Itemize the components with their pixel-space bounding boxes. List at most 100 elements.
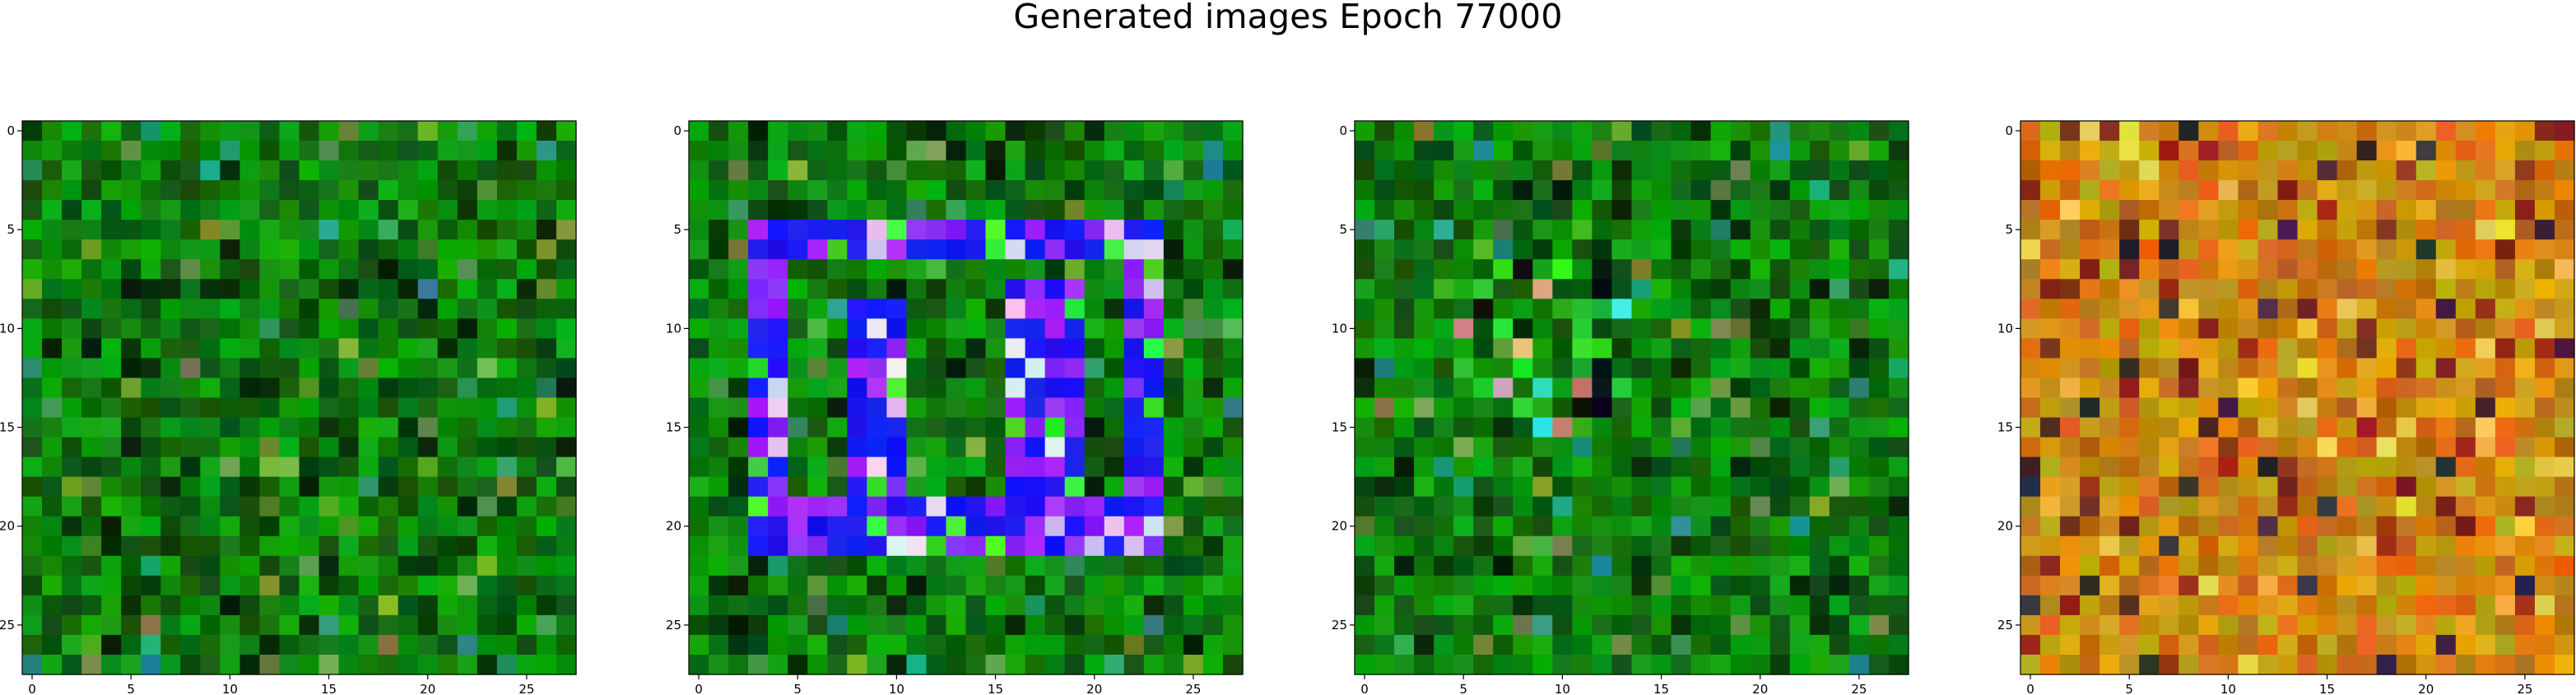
pixel-cell [926, 556, 946, 577]
pixel-cell [966, 239, 987, 260]
pixel-cell [886, 299, 907, 319]
pixel-cell [339, 318, 360, 339]
pixel-cell [1223, 398, 1244, 419]
pixel-cell [2476, 477, 2496, 498]
pixel-cell [1203, 477, 1224, 498]
pixel-cell [458, 141, 478, 161]
pixel-cell [1611, 497, 1632, 517]
pixel-cell [200, 438, 221, 458]
pixel-cell [1104, 279, 1125, 299]
pixel-cell [1810, 180, 1830, 201]
pixel-cell [200, 477, 221, 498]
pixel-cell [847, 655, 867, 675]
pixel-cell [398, 259, 419, 280]
pixel-cell [966, 378, 987, 398]
pixel-cell [2397, 259, 2417, 280]
pixel-cell [906, 338, 927, 359]
pixel-cell [42, 358, 63, 378]
pixel-cell [2178, 418, 2199, 438]
pixel-cell [537, 279, 557, 299]
pixel-cell [1493, 239, 1514, 260]
pixel-cell [2416, 200, 2437, 220]
pixel-cell [926, 576, 946, 596]
pixel-cell [768, 121, 788, 141]
pixel-cell [2020, 279, 2041, 299]
pixel-cell [2020, 457, 2041, 478]
pixel-cell [2277, 536, 2298, 557]
pixel-cell [2298, 180, 2318, 201]
pixel-cell [2555, 141, 2575, 161]
pixel-cell [2515, 517, 2536, 537]
pixel-cell [220, 595, 240, 616]
pixel-cell [1085, 318, 1105, 339]
pixel-cell [1085, 497, 1105, 517]
pixel-cell [2099, 398, 2120, 419]
pixel-cell [1869, 418, 1890, 438]
pixel-cell [1223, 556, 1244, 577]
pixel-cell [239, 121, 260, 141]
pixel-cell [2456, 239, 2476, 260]
pixel-cell [537, 121, 557, 141]
pixel-cell [867, 556, 887, 577]
pixel-cell [1592, 477, 1612, 498]
pixel-cell [537, 398, 557, 419]
pixel-cell [1045, 180, 1066, 201]
pixel-cell [847, 398, 867, 419]
pixel-cell [1065, 438, 1086, 458]
pixel-cell [847, 141, 867, 161]
pixel-cell [1183, 239, 1204, 260]
pixel-cell [1434, 160, 1454, 181]
pixel-cell [2298, 457, 2318, 478]
pixel-cell [2040, 517, 2061, 537]
pixel-cell [1434, 556, 1454, 577]
pixel-cell [62, 438, 82, 458]
pixel-cell [1183, 141, 1204, 161]
pixel-cell [1611, 457, 1632, 478]
pixel-cell [1355, 497, 1375, 517]
pixel-cell [847, 477, 867, 498]
pixel-cell [121, 121, 142, 141]
pixel-cell [1672, 556, 1692, 577]
pixel-cell [517, 180, 537, 201]
pixel-cell [1223, 200, 1244, 220]
pixel-cell [1532, 418, 1553, 438]
pixel-cell [768, 378, 788, 398]
pixel-cell [1632, 497, 1653, 517]
pixel-cell [398, 239, 419, 260]
pixel-cell [2555, 595, 2575, 616]
pixel-cell [1493, 180, 1514, 201]
pixel-cell [1652, 517, 1672, 537]
pixel-cell [2139, 398, 2160, 419]
pixel-cell [886, 576, 907, 596]
pixel-cell [2080, 338, 2100, 359]
pixel-cell [827, 180, 848, 201]
pixel-cell [2159, 338, 2179, 359]
pixel-cell [709, 299, 729, 319]
pixel-cell [1849, 299, 1870, 319]
pixel-cell [2318, 141, 2338, 161]
pixel-cell [239, 556, 260, 577]
pixel-cell [1045, 536, 1066, 557]
pixel-cell [1434, 477, 1454, 498]
pixel-cell [2436, 378, 2457, 398]
pixel-cell [867, 477, 887, 498]
pixel-cell [1065, 299, 1086, 319]
pixel-cell [62, 299, 82, 319]
pixel-cell [537, 200, 557, 220]
pixel-cell [556, 378, 577, 398]
pixel-cell [2495, 457, 2516, 478]
pixel-cell [728, 635, 749, 656]
pixel-cell [1124, 318, 1145, 339]
pixel-cell [2040, 378, 2061, 398]
pixel-cell [1414, 635, 1434, 656]
pixel-cell [1770, 438, 1791, 458]
pixel-cell [1632, 655, 1653, 675]
pixel-cell [160, 239, 181, 260]
pixel-cell [2495, 477, 2516, 498]
pixel-cell [1144, 615, 1165, 636]
pixel-cell [689, 576, 709, 596]
pixel-cell [1790, 595, 1811, 616]
pixel-cell [1355, 239, 1375, 260]
pixel-cell [1691, 121, 1712, 141]
pixel-cell [1751, 497, 1771, 517]
